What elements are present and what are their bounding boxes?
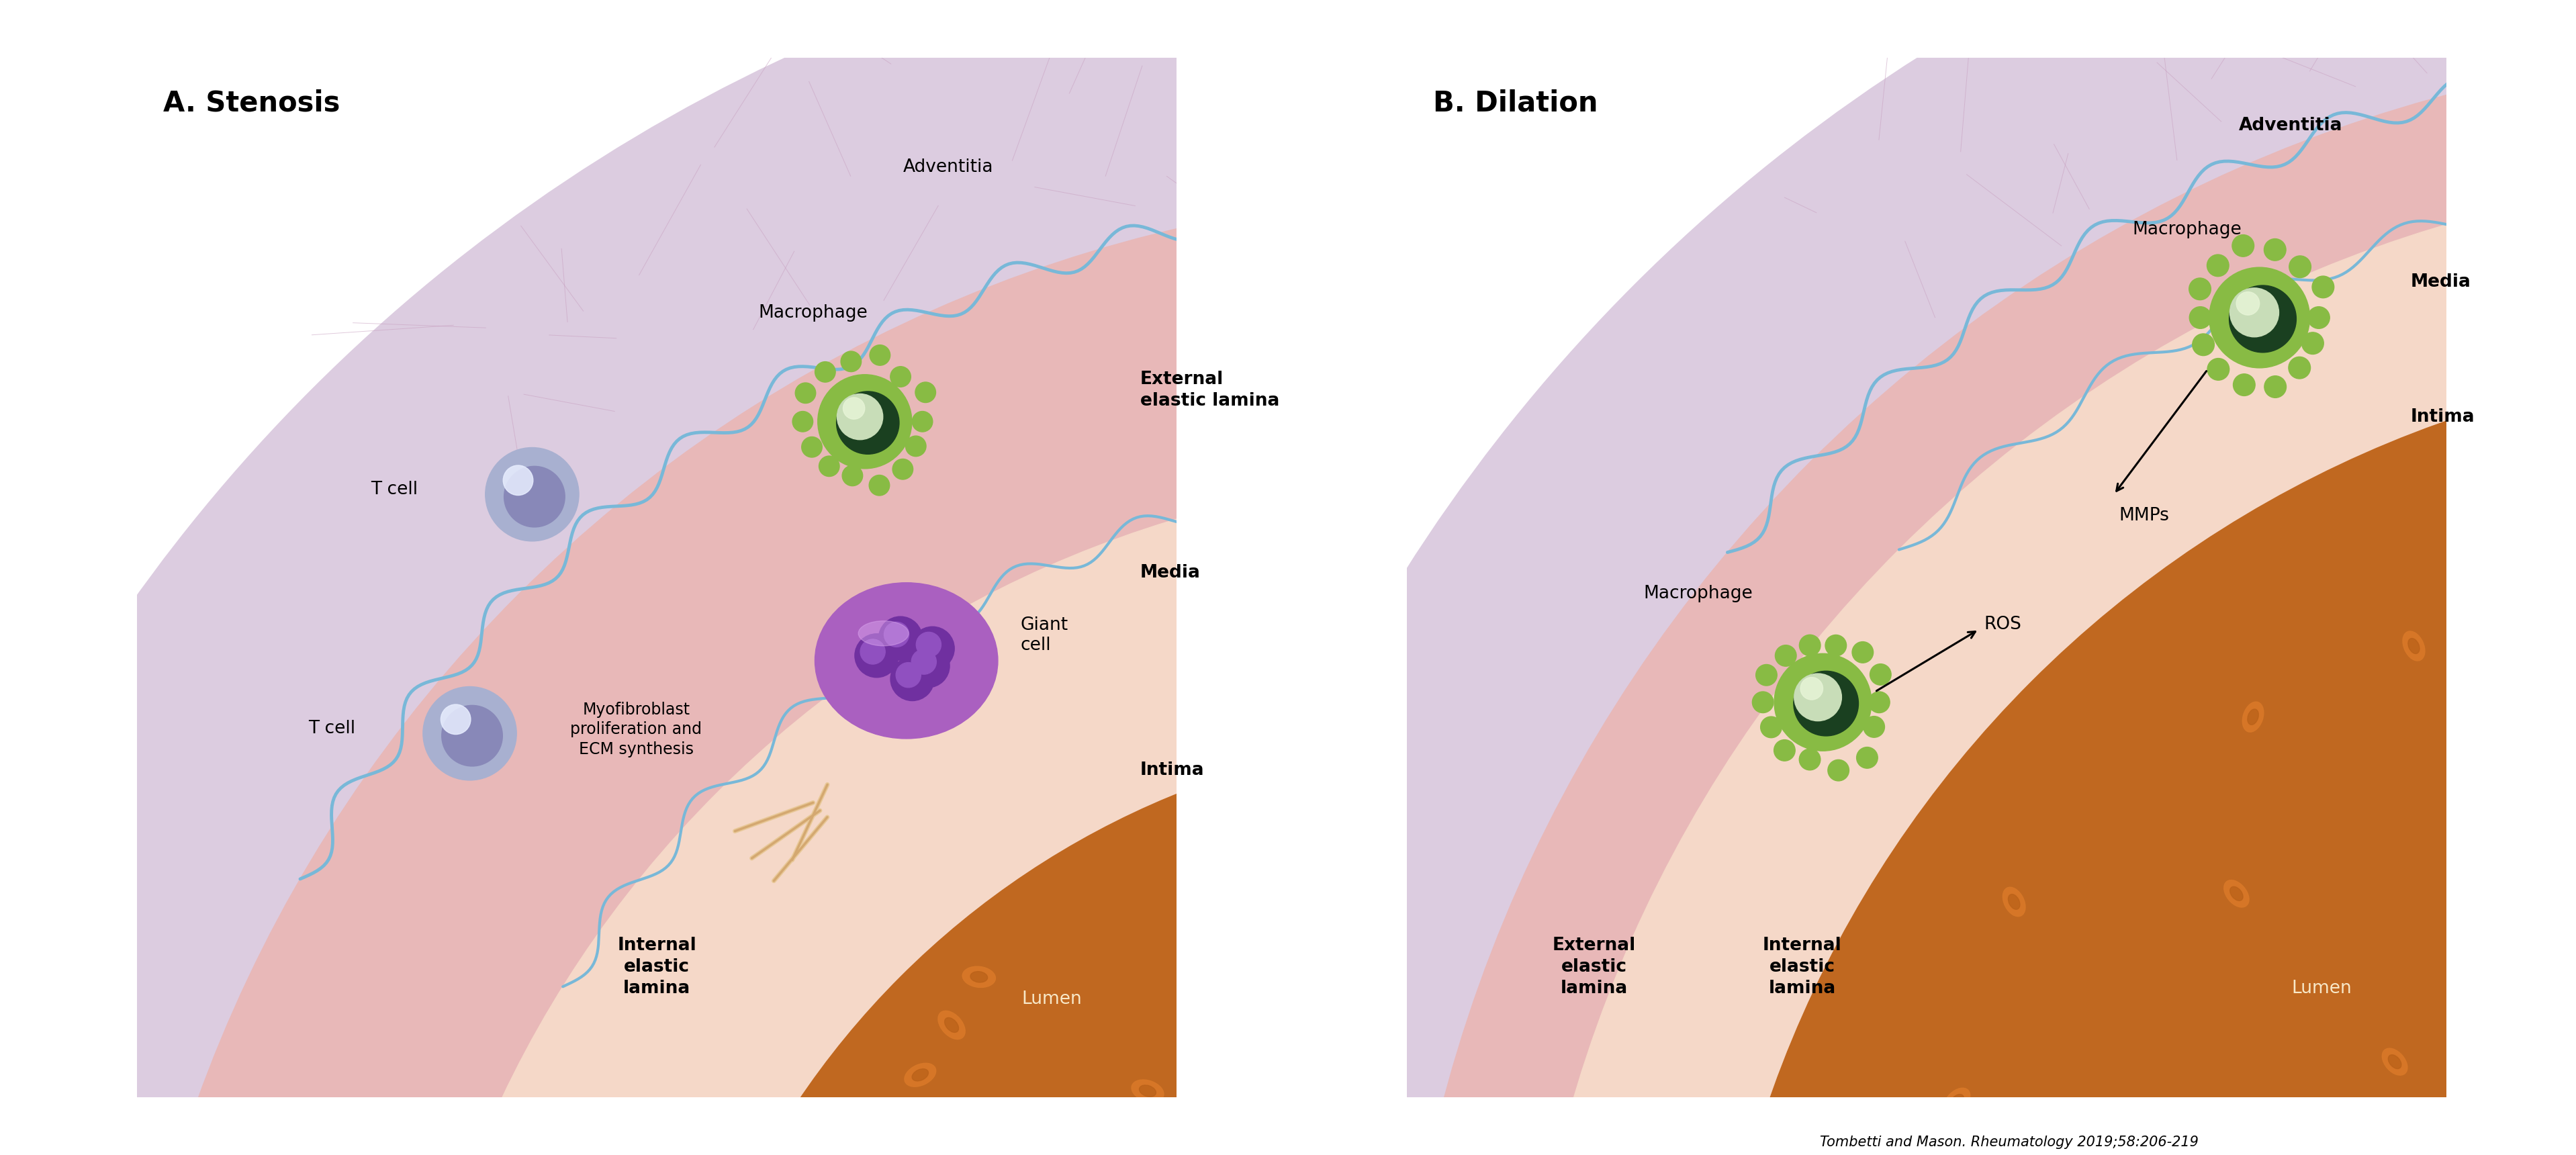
Circle shape (871, 345, 891, 365)
Ellipse shape (2458, 925, 2488, 945)
Ellipse shape (2231, 887, 2244, 901)
Circle shape (397, 474, 2576, 1155)
Circle shape (842, 465, 863, 486)
Text: MMPs: MMPs (2120, 507, 2169, 524)
Ellipse shape (858, 621, 909, 646)
Circle shape (1795, 673, 1842, 721)
Text: Internal
elastic
lamina: Internal elastic lamina (1762, 937, 1842, 997)
Circle shape (914, 382, 935, 403)
Text: B. Dilation: B. Dilation (1432, 89, 1597, 117)
Ellipse shape (2244, 702, 2264, 732)
Ellipse shape (912, 1068, 927, 1081)
Circle shape (2190, 307, 2210, 328)
Circle shape (796, 382, 817, 403)
Circle shape (1522, 172, 2576, 1155)
Text: T cell: T cell (371, 480, 417, 498)
Ellipse shape (2483, 1091, 2496, 1105)
Circle shape (2231, 288, 2280, 337)
Circle shape (1793, 671, 1857, 736)
Circle shape (1801, 677, 1824, 700)
Text: Macrophage: Macrophage (1643, 584, 1752, 602)
Text: External
elastic
lamina: External elastic lamina (1553, 937, 1636, 997)
Ellipse shape (1950, 1094, 1963, 1108)
Circle shape (1857, 747, 1878, 768)
Ellipse shape (1208, 1023, 1221, 1040)
Text: Intima: Intima (2411, 408, 2476, 425)
Ellipse shape (1875, 926, 1891, 940)
Text: Tombetti and Mason. Rheumatology 2019;58:206-219: Tombetti and Mason. Rheumatology 2019;58… (1821, 1135, 2197, 1149)
Ellipse shape (2476, 1058, 2494, 1089)
Ellipse shape (1139, 1085, 1157, 1097)
Circle shape (837, 394, 884, 440)
Circle shape (1757, 664, 1777, 686)
Text: Adventitia: Adventitia (2239, 117, 2342, 134)
Circle shape (2287, 357, 2311, 379)
Text: Lumen: Lumen (1023, 990, 1082, 1007)
Ellipse shape (2465, 930, 2483, 940)
Circle shape (2290, 255, 2311, 277)
Ellipse shape (2476, 1086, 2501, 1111)
Circle shape (842, 397, 866, 419)
Ellipse shape (814, 582, 997, 739)
Circle shape (1775, 646, 1795, 666)
Ellipse shape (1574, 992, 1587, 1006)
Circle shape (896, 663, 920, 687)
Circle shape (819, 456, 840, 477)
Circle shape (2264, 239, 2285, 261)
Circle shape (840, 351, 860, 372)
Circle shape (891, 657, 935, 701)
Circle shape (917, 632, 940, 657)
Ellipse shape (2009, 894, 2020, 909)
Circle shape (2190, 278, 2210, 300)
Circle shape (817, 374, 912, 469)
Ellipse shape (1566, 986, 1595, 1013)
Ellipse shape (1677, 1011, 1692, 1026)
Ellipse shape (1672, 1004, 1698, 1033)
Circle shape (2210, 267, 2311, 368)
Ellipse shape (2002, 887, 2025, 916)
Circle shape (116, 193, 2576, 1155)
Text: Lumen: Lumen (2293, 979, 2352, 997)
Circle shape (2313, 276, 2334, 298)
Ellipse shape (1868, 921, 1899, 946)
Circle shape (440, 706, 502, 766)
Circle shape (1752, 692, 1772, 713)
Circle shape (2233, 234, 2254, 256)
Circle shape (2233, 374, 2254, 396)
Circle shape (907, 643, 951, 687)
Circle shape (2208, 358, 2228, 380)
Circle shape (1862, 716, 1886, 737)
Circle shape (907, 435, 927, 456)
Circle shape (878, 617, 922, 661)
Ellipse shape (2409, 639, 2419, 654)
Text: Macrophage: Macrophage (2133, 221, 2241, 238)
Circle shape (891, 366, 912, 387)
Ellipse shape (971, 971, 987, 983)
Circle shape (502, 465, 533, 495)
Circle shape (891, 459, 912, 479)
Circle shape (2308, 307, 2329, 328)
Circle shape (440, 705, 471, 735)
Circle shape (860, 639, 886, 664)
Circle shape (2236, 292, 2259, 315)
Ellipse shape (1471, 1147, 1497, 1155)
Circle shape (1868, 692, 1891, 713)
Text: Adventitia: Adventitia (902, 158, 994, 176)
Circle shape (2192, 334, 2215, 356)
Ellipse shape (2388, 1055, 2401, 1068)
Circle shape (2264, 375, 2287, 397)
Ellipse shape (1507, 770, 1530, 803)
Text: ROS: ROS (1984, 616, 2022, 633)
Circle shape (912, 411, 933, 432)
Circle shape (657, 733, 2321, 1155)
Text: Media: Media (1141, 564, 1200, 581)
Text: Intima: Intima (1141, 761, 1206, 778)
Circle shape (868, 475, 889, 495)
Circle shape (1852, 642, 1873, 663)
Circle shape (1126, 0, 2576, 1155)
Circle shape (1775, 654, 1873, 751)
Text: Giant
cell: Giant cell (1020, 617, 1069, 654)
Text: Media: Media (2411, 273, 2470, 290)
Ellipse shape (904, 1064, 935, 1087)
